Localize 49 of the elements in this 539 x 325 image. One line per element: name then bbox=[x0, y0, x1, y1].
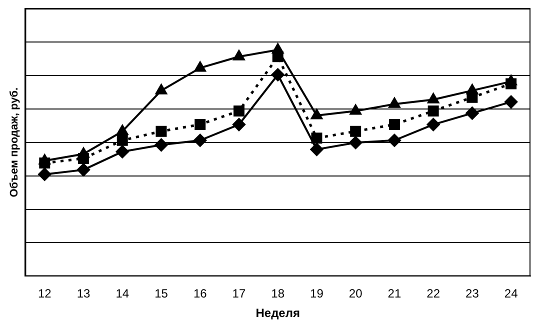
x-tick-label: 16 bbox=[193, 286, 208, 301]
point bbox=[233, 105, 244, 116]
x-tick-label: 14 bbox=[116, 286, 130, 301]
point bbox=[78, 153, 89, 164]
x-tick-label: 12 bbox=[38, 286, 52, 301]
x-tick-label: 21 bbox=[388, 286, 402, 301]
point bbox=[272, 51, 284, 62]
point bbox=[271, 68, 284, 82]
point bbox=[426, 118, 440, 132]
point bbox=[194, 134, 207, 147]
x-tick-label: 22 bbox=[426, 286, 440, 301]
point bbox=[38, 168, 52, 181]
point bbox=[233, 50, 245, 60]
point bbox=[504, 95, 518, 108]
point bbox=[232, 118, 246, 132]
point bbox=[388, 119, 400, 130]
x-tick-label: 17 bbox=[232, 286, 246, 301]
point bbox=[39, 158, 50, 169]
point bbox=[466, 106, 479, 120]
x-tick-label: 18 bbox=[271, 286, 285, 301]
point bbox=[388, 134, 401, 147]
point bbox=[194, 119, 206, 130]
point bbox=[116, 124, 128, 136]
x-tick-label: 24 bbox=[504, 286, 518, 301]
point bbox=[155, 84, 168, 94]
point bbox=[350, 126, 362, 137]
point bbox=[116, 134, 128, 146]
point bbox=[350, 104, 362, 115]
x-axis-title: Неделя bbox=[256, 306, 300, 320]
y-axis-title: Объем продаж, руб. bbox=[8, 87, 21, 198]
point bbox=[311, 132, 322, 144]
point bbox=[466, 92, 478, 103]
point bbox=[388, 98, 400, 108]
x-tick-label: 23 bbox=[466, 286, 480, 301]
x-tick-label: 19 bbox=[310, 286, 324, 301]
x-tick-label: 13 bbox=[76, 286, 90, 301]
point bbox=[349, 136, 362, 150]
x-tick-label: 20 bbox=[348, 286, 363, 301]
point bbox=[154, 138, 168, 152]
point bbox=[310, 142, 324, 156]
point bbox=[116, 145, 129, 158]
point bbox=[506, 78, 517, 90]
point bbox=[77, 163, 90, 176]
point bbox=[428, 105, 439, 116]
point bbox=[194, 61, 206, 72]
point bbox=[310, 108, 322, 120]
x-tick-label: 15 bbox=[154, 286, 168, 301]
point bbox=[156, 126, 167, 137]
point bbox=[428, 93, 440, 104]
